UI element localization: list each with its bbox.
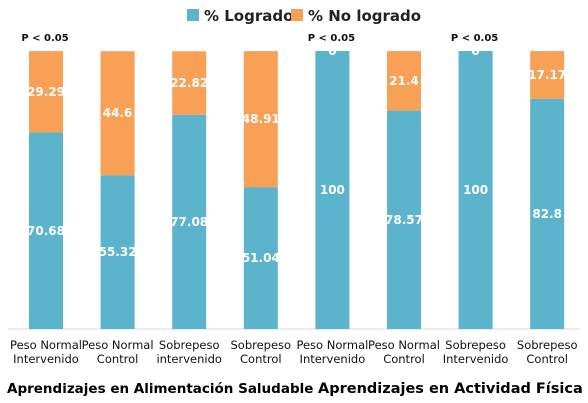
- data-label-0-6: 100: [463, 183, 488, 197]
- bar-0-6: [458, 51, 493, 329]
- data-label-0-7: 82.8: [532, 207, 562, 221]
- significance-label-2: P < 0.05: [451, 33, 498, 44]
- data-label-1-0: 29.29: [27, 85, 65, 99]
- x-tick-label-1-0: Peso Normal: [82, 338, 154, 352]
- data-label-1-1: 44.6: [103, 106, 133, 120]
- data-label-1-2: 22.82: [170, 76, 208, 90]
- data-label-1-3: 48.91: [242, 112, 280, 126]
- data-label-1-6: 0: [471, 44, 479, 58]
- legend-swatch-1: [291, 9, 303, 21]
- data-label-0-4: 100: [320, 183, 345, 197]
- legend-label-0: % Logrado: [204, 7, 293, 25]
- data-label-1-7: 17.17: [528, 68, 566, 82]
- x-tick-label-6-1: Intervenido: [443, 352, 509, 366]
- x-tick-label-4-0: Peso Normal: [296, 338, 368, 352]
- bar-0-5: [387, 110, 421, 329]
- data-label-0-3: 51.04: [242, 251, 280, 265]
- data-label-0-1: 55.32: [99, 245, 137, 259]
- x-tick-label-4-1: Intervenido: [300, 352, 366, 366]
- data-label-0-2: 77.08: [170, 215, 208, 229]
- x-tick-label-5-1: Control: [383, 352, 425, 366]
- group-caption-0: Aprendizajes en Alimentación Saludable: [7, 381, 313, 397]
- bar-1-2: [172, 51, 207, 115]
- legend-swatch-0: [187, 9, 199, 21]
- group-caption-1: Aprendizajes en Actividad Física: [318, 381, 583, 397]
- data-label-1-5: 21.4: [389, 74, 419, 88]
- data-label-0-5: 78.57: [385, 213, 423, 227]
- x-tick-label-0-0: Peso Normal: [10, 338, 82, 352]
- bar-1-5: [387, 51, 421, 111]
- bar-1-0: [29, 51, 63, 133]
- x-tick-label-3-0: Sobrepeso: [231, 338, 292, 352]
- significance-label-0: P < 0.05: [21, 33, 68, 44]
- x-tick-label-7-0: Sobrepeso: [517, 338, 578, 352]
- x-tick-label-1-1: Control: [97, 352, 139, 366]
- x-tick-label-2-1: intervenido: [156, 352, 222, 366]
- x-tick-label-6-0: Sobrepeso: [445, 338, 506, 352]
- x-tick-label-7-1: Control: [526, 352, 568, 366]
- legend-label-1: % No logrado: [308, 7, 421, 25]
- bar-0-0: [29, 132, 63, 329]
- group-captions: Aprendizajes en Alimentación Saludable Ap…: [7, 381, 583, 397]
- legend: % Logrado % No logrado: [187, 7, 421, 25]
- bar-1-3: [243, 51, 278, 188]
- x-tick-label-0-1: Intervenido: [13, 352, 79, 366]
- bar-0-2: [172, 114, 207, 330]
- x-tick-label-3-1: Control: [240, 352, 282, 366]
- data-label-1-4: 0: [328, 44, 336, 58]
- significance-label-1: P < 0.05: [308, 33, 355, 44]
- bar-0-7: [530, 98, 565, 329]
- bars-group: 70.68 29.29 55.32 44.6 77.08 22.82 51.04 48.91 1…: [21, 33, 566, 330]
- bar-0-3: [243, 187, 278, 329]
- x-tick-label-5-0: Peso Normal: [368, 338, 440, 352]
- data-label-0-0: 70.68: [27, 224, 65, 238]
- bar-0-4: [315, 51, 350, 329]
- bar-1-7: [530, 51, 565, 99]
- x-tick-label-2-0: Sobrepeso: [159, 338, 220, 352]
- bar-1-1: [100, 51, 135, 176]
- bar-0-1: [100, 175, 135, 329]
